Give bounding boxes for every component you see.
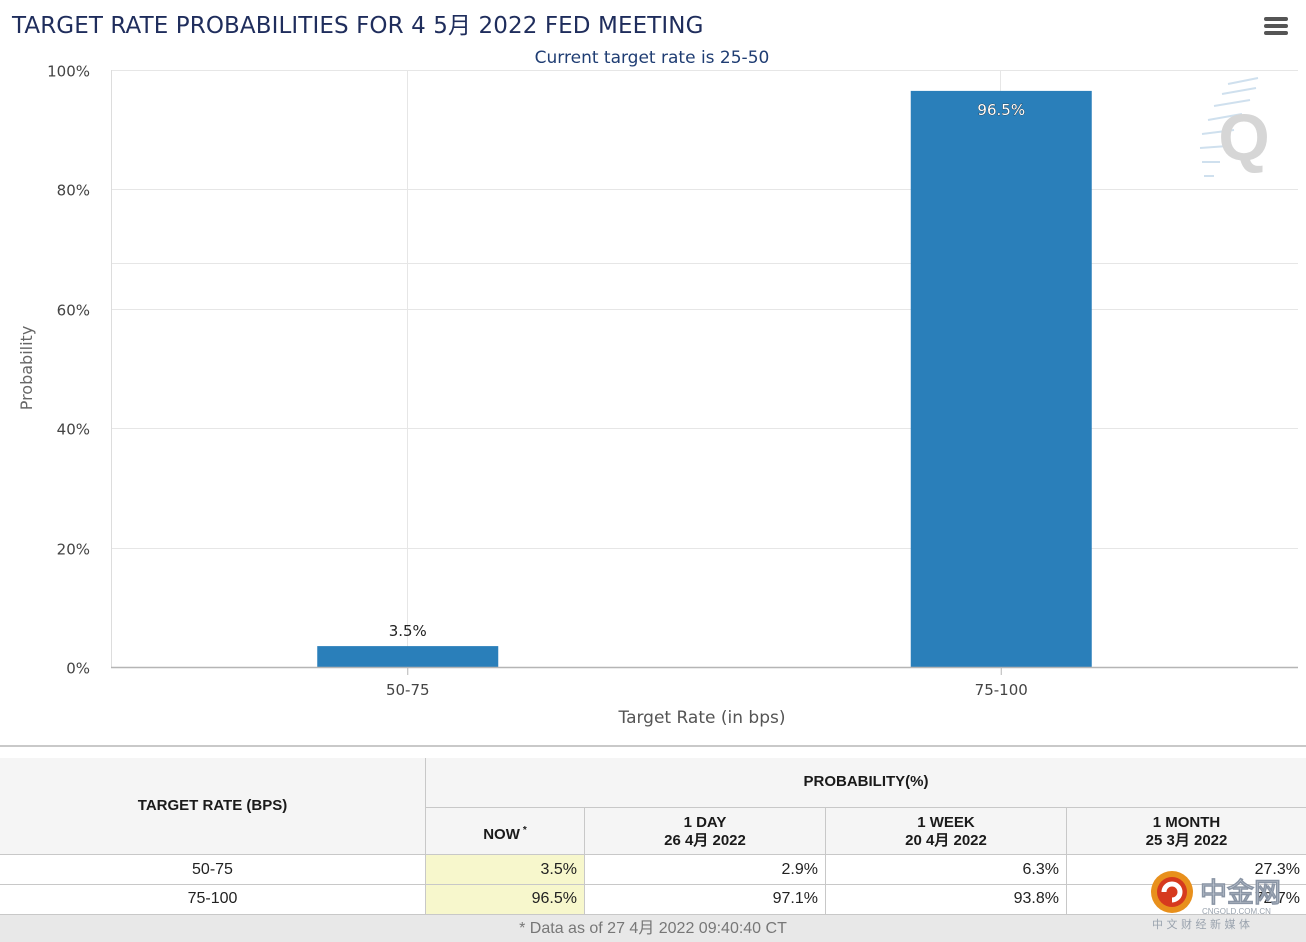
column-header-1-week-label: 1 WEEK [917,814,975,831]
column-header-1-day: 1 DAY 26 4月 2022 [585,814,825,850]
table-row-rate: 75-100 [187,890,238,907]
grid-layer [111,70,1298,667]
probability-table: TARGET RATE (BPS) PROBABILITY(%) NOW * 1 … [0,758,1306,915]
table-row-rate: 50-75 [192,861,233,878]
x-tick-label-75-100: 75-100 [975,681,1028,699]
y-tick-label: 20% [57,541,90,559]
column-header-now-label: NOW [483,826,520,843]
column-header-1-day-date: 26 4月 2022 [664,832,746,849]
y-axis-label: Probability [17,326,36,411]
y-tick-label: 80% [57,182,90,200]
svg-text:Q: Q [1218,100,1269,174]
y-tick-label: 100% [47,63,90,81]
table-cell-1-week: 93.8% [1013,890,1059,907]
column-header-1-month-label: 1 MONTH [1152,814,1221,831]
column-header-1-week: 1 WEEK 20 4月 2022 [826,814,1066,850]
axis-layer: 0% 20% 40% 60% 80% 100% 50-75 75-100 [47,63,1298,699]
column-header-1-month: 1 MONTH 25 3月 2022 [1067,814,1306,850]
data-label-50-75: 3.5% [389,622,427,640]
table-cell-now: 96.5% [531,890,577,907]
table-cell-1-day: 2.9% [781,861,818,878]
bar-chart: 3.5%96.5% 0%20%40%60%80%100%50-75 75-100 … [17,48,1298,728]
column-header-1-month-date: 25 3月 2022 [1145,832,1228,849]
table-cell-1-month: 27.3% [1254,861,1300,878]
data-label-75-100: 96.5% [977,101,1025,119]
chart-title: TARGET RATE PROBABILITIES FOR 4 5月 2022 … [12,13,704,39]
column-header-1-day-label: 1 DAY [683,814,727,831]
now-highlight-cells [426,855,584,915]
target-rate-header: TARGET RATE (BPS) [137,797,288,814]
q-logo-watermark-icon: Q [1199,77,1270,177]
bar-layer: 3.5% 96.5% [317,90,1092,667]
column-header-now: NOW * [426,822,584,844]
table-cell-1-month: 72.7% [1254,890,1300,907]
chart-subtitle: Current target rate is 25-50 [535,48,770,68]
y-tick-label: 40% [57,421,90,439]
y-tick-label: 0% [66,660,90,678]
probability-header: PROBABILITY(%) [803,773,929,790]
x-tick-label-50-75: 50-75 [386,681,430,699]
table-cell-1-day: 97.1% [772,890,818,907]
bar-50-75[interactable] [317,646,499,667]
column-header-1-week-date: 20 4月 2022 [905,832,987,849]
table-cell-now: 3.5% [540,861,577,878]
section-divider [0,745,1306,747]
y-tick-label: 60% [57,302,90,320]
chart-panel: 3.5% 96.5% 0% 20% 40% 60% 80% 100% 50-75 75-100 … [12,13,1298,728]
data-timestamp-footnote: * Data as of 27 4月 2022 09:40:40 CT [0,915,1306,942]
x-axis-label: Target Rate (in bps) [618,708,786,728]
column-header-now-footnote-mark: * [522,825,527,836]
bar-75-100[interactable] [910,90,1092,667]
table-cell-1-week: 6.3% [1022,861,1059,878]
hamburger-menu-icon[interactable] [1262,14,1290,38]
